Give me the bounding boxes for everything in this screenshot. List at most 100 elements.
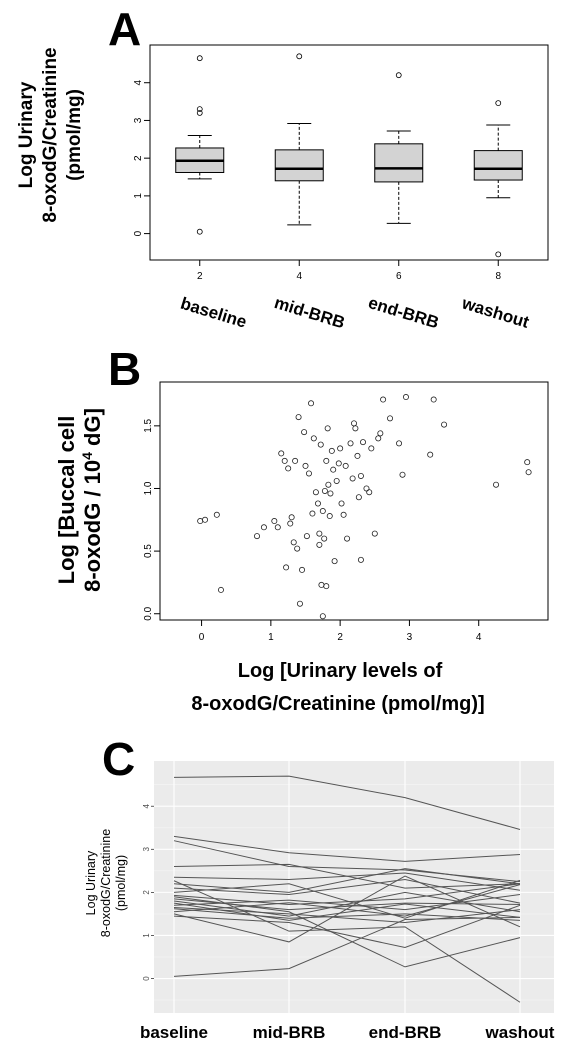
scatter-point-8	[278, 450, 285, 457]
panel-c-grid	[154, 761, 554, 1013]
box-4	[473, 100, 523, 258]
panel-c-y-label-line-1: Log Urinary	[84, 850, 98, 915]
scatter-point-10	[283, 564, 290, 571]
scatter-point-6	[271, 518, 278, 525]
scatter-point-3	[217, 586, 224, 593]
scatter-point-79	[319, 613, 326, 620]
scatter-point-33	[319, 508, 326, 515]
scatter-point-27	[312, 489, 319, 496]
scatter-point-48	[338, 500, 345, 507]
box-1-outlier-4	[196, 228, 203, 235]
panel-c-y-label-line-3: (pmol/mg)	[114, 855, 128, 911]
panel-a-x-tick-label: 2	[197, 271, 203, 282]
panel-c-y-tick-label: 3	[142, 847, 151, 852]
scatter-point-58	[357, 556, 364, 563]
panel-c-line-18	[173, 904, 521, 949]
scatter-point-23	[305, 470, 312, 477]
panel-c-line-12	[173, 902, 521, 921]
panel-a-y-axis: 0 1 2 3 4	[133, 80, 150, 236]
panel-b-plot-frame	[159, 381, 549, 621]
panel-c-line-1	[173, 775, 521, 830]
panel-c-line-21	[173, 916, 521, 977]
panel-c-y-tick-label: 1	[142, 933, 151, 938]
panel-c-y-label: Log Urinary 8-oxodG/Creatinine (pmol/mg)	[84, 829, 128, 937]
scatter-point-54	[350, 420, 357, 427]
panel-a-x-tick-label: 6	[396, 271, 402, 282]
scatter-point-21	[302, 462, 309, 469]
scatter-point-63	[368, 445, 375, 452]
scatter-point-7	[274, 524, 281, 531]
scatter-point-17	[295, 414, 302, 421]
panel-a-category-end-brb: end-BRB	[366, 293, 441, 332]
panel-b-x-tick-label: 1	[268, 632, 274, 643]
panel-a-y-label: Log Urinary 8-oxodG/Creatinine (pmol/mg)	[16, 47, 85, 222]
scatter-point-35	[321, 487, 328, 494]
scatter-point-42	[328, 447, 335, 454]
scatter-point-24	[308, 400, 315, 407]
panel-c-category-washout: washout	[485, 1023, 555, 1042]
scatter-point-12	[287, 520, 294, 527]
panel-b-y-tick-label: 1.5	[143, 418, 154, 432]
panel-c-line-5	[173, 872, 521, 891]
scatter-point-61	[363, 485, 370, 492]
scatter-point-46	[335, 460, 342, 467]
box-2-iqr	[274, 149, 324, 182]
panel-c-line-14	[173, 906, 521, 924]
box-3-iqr	[374, 143, 424, 183]
panel-a-y-tick-label: 3	[133, 117, 144, 123]
scatter-point-62	[366, 489, 373, 496]
box-1	[175, 55, 225, 235]
box-3-outlier-1	[395, 72, 402, 79]
panel-c-line-17	[173, 875, 521, 943]
scatter-point-64	[371, 530, 378, 537]
panel-a-letter: A	[108, 3, 141, 55]
panel-c-category-mid-brb: mid-BRB	[253, 1023, 326, 1042]
panel-c-line-8	[173, 879, 521, 919]
panel-b-y-tick-label: 0.5	[143, 544, 154, 558]
scatter-point-70	[399, 471, 406, 478]
panel-b-letter: B	[108, 343, 141, 395]
scatter-point-77	[525, 469, 532, 476]
panel-a-y-tick-label: 1	[133, 193, 144, 199]
panel-a-category-mid-brb: mid-BRB	[272, 293, 347, 332]
scatter-point-32	[318, 581, 325, 588]
box-4-outlier-1	[495, 100, 502, 106]
panel-a-y-tick-label: 0	[133, 230, 144, 236]
scatter-point-78	[197, 518, 204, 525]
panel-a-y-label-line-3: (pmol/mg)	[64, 89, 85, 181]
panel-c-y-axis: 0 1 2 3 4	[142, 803, 154, 981]
scatter-point-49	[340, 511, 347, 518]
scatter-point-40	[326, 513, 333, 520]
scatter-point-13	[288, 514, 295, 521]
scatter-point-55	[352, 425, 359, 432]
panel-b: B Log [Buccal cell 8-oxodG / 104 dG] 0.0…	[54, 343, 549, 715]
panel-b-x-tick-label: 3	[407, 632, 413, 643]
scatter-point-75	[493, 481, 500, 488]
scatter-point-51	[344, 535, 351, 542]
panel-a-boxes	[175, 53, 523, 258]
panel-b-x-tick-label: 2	[337, 632, 343, 643]
scatter-point-31	[317, 441, 324, 448]
scatter-point-66	[377, 430, 384, 437]
scatter-point-34	[321, 535, 328, 542]
panel-c-y-tick-label: 2	[142, 890, 151, 895]
scatter-point-47	[337, 445, 344, 452]
panel-b-x-tick-label: 4	[476, 632, 482, 643]
scatter-point-18	[296, 600, 303, 607]
scatter-point-11	[285, 465, 292, 472]
scatter-point-41	[327, 490, 334, 497]
box-2-outlier-1	[296, 53, 303, 60]
panel-c-y-label-line-2: 8-oxodG/Creatinine	[99, 829, 113, 937]
scatter-point-22	[303, 533, 310, 540]
panel-a-x-tick-label: 8	[495, 271, 501, 282]
panel-c: C Log Urinary 8-oxodG/Creatinine (pmol/m…	[84, 733, 555, 1042]
panel-b-y-tick-label: 0.0	[143, 606, 154, 620]
panel-b-y-label-line-2: 8-oxodG / 104 dG]	[79, 408, 105, 592]
panel-c-line-13	[173, 894, 521, 911]
panel-c-category-baseline: baseline	[140, 1023, 208, 1042]
panel-b-x-label-line-1: Log [Urinary levels of	[238, 660, 443, 682]
scatter-point-59	[357, 472, 364, 479]
scatter-point-44	[331, 558, 338, 565]
scatter-point-2	[213, 511, 220, 518]
